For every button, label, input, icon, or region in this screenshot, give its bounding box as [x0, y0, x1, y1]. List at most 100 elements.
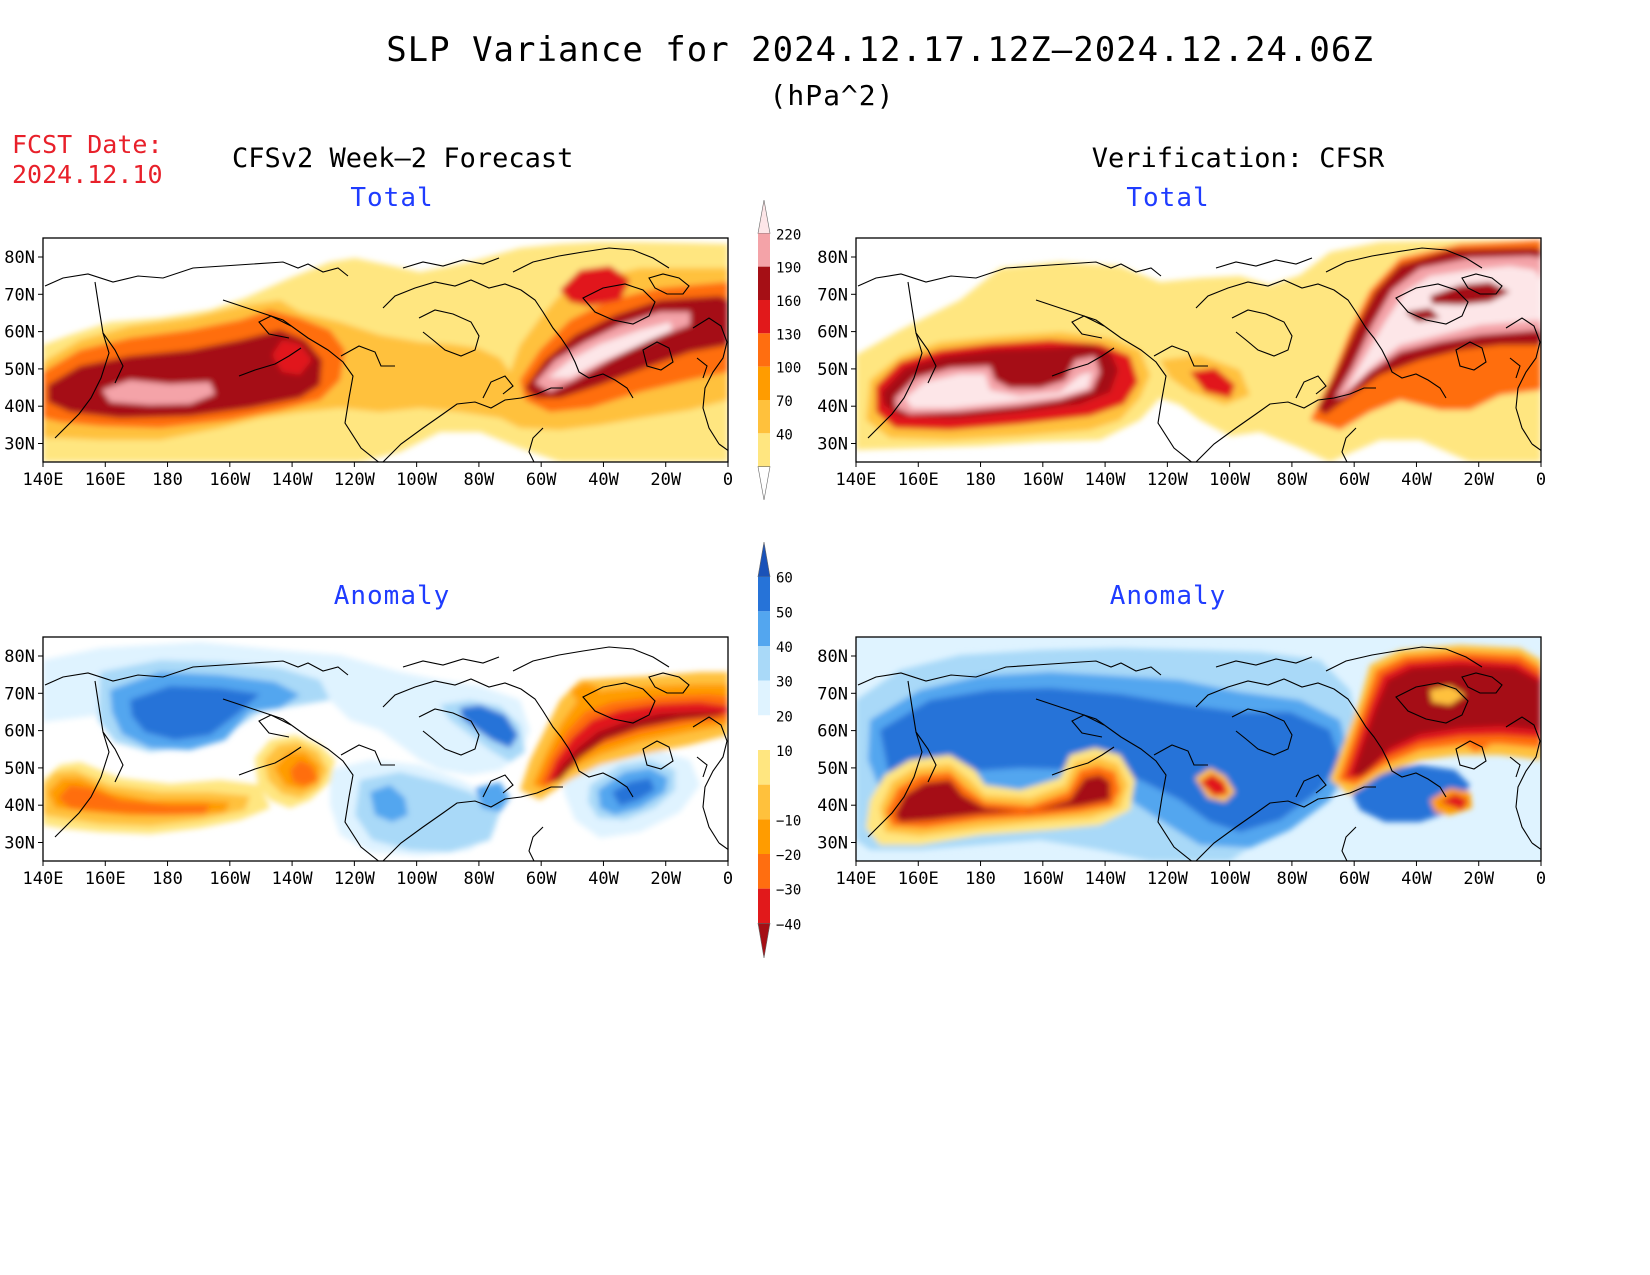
y-tick-label: 30N: [817, 435, 848, 455]
y-tick-label: 50N: [817, 360, 848, 380]
x-tick-label: 160W: [209, 470, 251, 490]
verification-anomaly-subtitle: Anomaly: [1109, 581, 1227, 611]
colorbar-anomaly-label: −30: [776, 883, 801, 899]
x-tick-label: 100W: [1209, 470, 1251, 490]
y-tick-label: 50N: [4, 360, 35, 380]
y-tick-label: 50N: [817, 759, 848, 779]
y-tick-label: 70N: [817, 684, 848, 704]
verification-total-map: [855, 237, 1542, 463]
colorbar-anomaly-label: −10: [776, 813, 801, 829]
x-tick-label: 80W: [1277, 470, 1308, 490]
y-tick-label: 80N: [4, 248, 35, 268]
colorbar-swatch: [758, 576, 770, 612]
colorbar-swatch: [758, 233, 770, 267]
x-tick-label: 160W: [209, 869, 251, 889]
verification-column-title: Verification: CFSR: [1091, 143, 1385, 174]
x-tick-label: 60W: [1339, 869, 1370, 889]
units-label: (hPa^2): [769, 79, 895, 112]
colorbar-anomaly-label: 20: [776, 709, 793, 725]
x-tick-label: 20W: [650, 869, 681, 889]
x-tick-label: 140W: [1085, 869, 1127, 889]
x-tick-label: 100W: [396, 470, 438, 490]
y-tick-label: 30N: [4, 834, 35, 854]
colorbar-total-label: 130: [776, 327, 801, 343]
x-tick-label: 140W: [272, 869, 314, 889]
verification-anomaly-map: [855, 636, 1542, 862]
y-tick-label: 60N: [4, 722, 35, 742]
x-tick-label: 180: [152, 470, 183, 490]
x-tick-label: 120W: [1147, 869, 1189, 889]
y-tick-label: 40N: [4, 397, 35, 417]
y-tick-label: 70N: [817, 285, 848, 305]
colorbar-swatch: [758, 784, 770, 820]
x-tick-label: 60W: [526, 869, 557, 889]
colorbar-swatch: [758, 366, 770, 400]
forecast-column-title: CFSv2 Week–2 Forecast: [232, 143, 574, 174]
x-tick-label: 0: [1536, 470, 1546, 490]
colorbar-swatch: [758, 854, 770, 889]
total-colorbar: 220 190 160 130 100 70 40: [757, 199, 801, 501]
x-tick-label: 0: [1536, 869, 1546, 889]
x-tick-label: 80W: [464, 470, 495, 490]
y-tick-label: 60N: [4, 323, 35, 343]
colorbar-anomaly-label: 40: [776, 640, 793, 656]
colorbar-total-label: 190: [776, 261, 801, 277]
anomaly-colorbar: 60 50 40 30 20 10 −10 −20 −30 −40: [757, 541, 801, 959]
axis-labels: 140E 160E 180 160W 140W 120W 100W 80W 60W 40W 20W 0…: [4, 248, 1546, 889]
colorbar-anomaly-label: −40: [776, 917, 801, 933]
colorbar-swatch: [758, 750, 770, 785]
x-tick-label: 20W: [650, 470, 681, 490]
x-tick-label: 120W: [334, 470, 376, 490]
verification-total-subtitle: Total: [1126, 183, 1210, 213]
x-tick-label: 120W: [1147, 470, 1189, 490]
x-tick-label: 140W: [1085, 470, 1127, 490]
x-tick-label: 40W: [1401, 869, 1432, 889]
colorbar-total-label: 70: [776, 394, 793, 410]
y-tick-label: 80N: [817, 248, 848, 268]
x-tick-label: 40W: [588, 869, 619, 889]
x-tick-label: 100W: [396, 869, 438, 889]
x-tick-label: 140W: [272, 470, 314, 490]
x-tick-label: 60W: [526, 470, 557, 490]
colorbar-swatch: [758, 433, 770, 467]
y-tick-label: 40N: [817, 397, 848, 417]
fcst-date-value: 2024.12.10: [12, 160, 163, 189]
colorbar-swatch: [758, 646, 770, 681]
colorbar-swatch: [758, 266, 770, 300]
colorbar-cap-top: [757, 199, 771, 234]
colorbar-swatch: [758, 333, 770, 367]
x-tick-label: 140E: [23, 470, 64, 490]
colorbar-total-label: 40: [776, 427, 793, 443]
colorbar-cap-top: [757, 541, 771, 577]
y-tick-label: 80N: [4, 647, 35, 667]
x-tick-label: 160E: [85, 470, 126, 490]
y-tick-label: 60N: [817, 722, 848, 742]
colorbar-total-label: 160: [776, 294, 801, 310]
colorbar-swatch: [758, 888, 770, 924]
y-tick-label: 80N: [817, 647, 848, 667]
x-tick-label: 140E: [23, 869, 64, 889]
y-tick-label: 30N: [4, 435, 35, 455]
x-tick-label: 140E: [836, 869, 877, 889]
forecast-total-map: [42, 237, 729, 463]
colorbar-swatch: [758, 400, 770, 434]
colorbar-total-label: 220: [776, 227, 801, 243]
x-tick-label: 80W: [1277, 869, 1308, 889]
x-tick-label: 120W: [334, 869, 376, 889]
y-tick-label: 40N: [817, 796, 848, 816]
y-tick-label: 70N: [4, 285, 35, 305]
x-tick-label: 0: [723, 470, 733, 490]
colorbar-swatch: [758, 680, 770, 716]
x-tick-label: 180: [152, 869, 183, 889]
colorbar-swatch: [758, 819, 770, 854]
x-tick-label: 160E: [85, 869, 126, 889]
y-tick-label: 30N: [817, 834, 848, 854]
x-tick-label: 160E: [898, 470, 939, 490]
y-tick-label: 50N: [4, 759, 35, 779]
colorbar-cap-bottom: [757, 466, 771, 501]
x-tick-label: 180: [965, 470, 996, 490]
colorbar-swatch: [758, 611, 770, 646]
colorbar-anomaly-label: −20: [776, 848, 801, 864]
main-title: SLP Variance for 2024.12.17.12Z–2024.12.…: [386, 30, 1374, 70]
colorbar-anomaly-label: 30: [776, 675, 793, 691]
